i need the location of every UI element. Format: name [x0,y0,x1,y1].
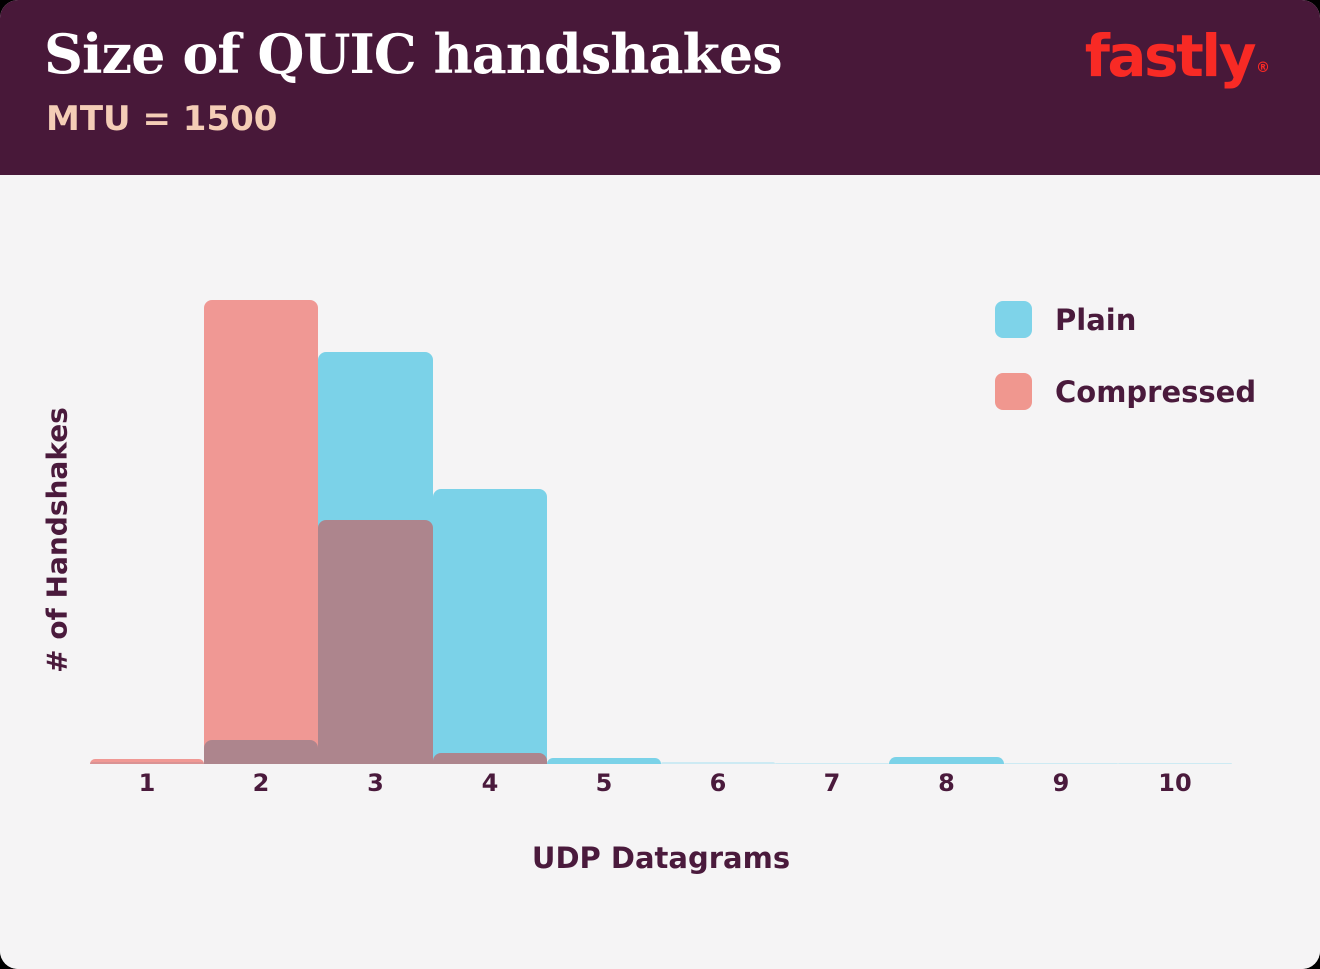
bar-plain-5 [547,758,661,764]
page-subtitle: MTU = 1500 [46,99,278,139]
bar-plain-9 [1004,762,1118,764]
x-tick-label: 5 [595,769,613,797]
bar-plain-1 [90,762,204,764]
legend: Plain Compressed [995,301,1256,410]
bar-plain-4 [433,489,547,764]
bar-compressed-1 [90,759,204,764]
plot-area: 1 2 3 4 5 6 7 8 9 10 [0,175,1320,969]
bar-compressed-2 [204,300,318,764]
x-tick-label: 4 [481,769,499,797]
bar-compressed-4 [433,753,547,764]
fastly-logo-text: fastly [1084,22,1257,90]
legend-label-plain: Plain [1055,302,1137,337]
x-tick-label: 6 [709,769,727,797]
x-tick-label: 10 [1158,769,1192,797]
registered-trademark-icon: ® [1256,60,1270,76]
x-tick-label: 9 [1052,769,1070,797]
x-tick-label: 2 [252,769,270,797]
fastly-logo: fastly ® [1085,22,1270,90]
bar-plain-3 [318,352,433,764]
header: Size of QUIC handshakes MTU = 1500 fastl… [0,0,1320,175]
bar-plain-2 [204,740,318,764]
bar-compressed-3 [318,520,433,764]
bar-plain-10 [1118,762,1232,764]
legend-swatch-plain [995,301,1032,338]
x-tick-label: 1 [138,769,156,797]
bar-plain-8 [889,757,1004,764]
page-title: Size of QUIC handshakes [44,22,783,86]
x-tick-label: 7 [823,769,841,797]
bar-plain-7 [775,762,889,764]
chart-area: # of Handshakes 1 2 3 4 5 6 7 8 9 10 UDP Datagram… [0,175,1320,969]
x-axis-label: UDP Datagrams [531,841,791,875]
x-tick-label: 3 [367,769,384,797]
legend-swatch-compressed [995,373,1032,410]
legend-label-compressed: Compressed [1055,374,1257,409]
legend-item-compressed: Compressed [995,373,1256,410]
x-tick-label: 8 [938,769,955,797]
legend-item-plain: Plain [995,301,1256,338]
bar-plain-6 [661,761,775,764]
